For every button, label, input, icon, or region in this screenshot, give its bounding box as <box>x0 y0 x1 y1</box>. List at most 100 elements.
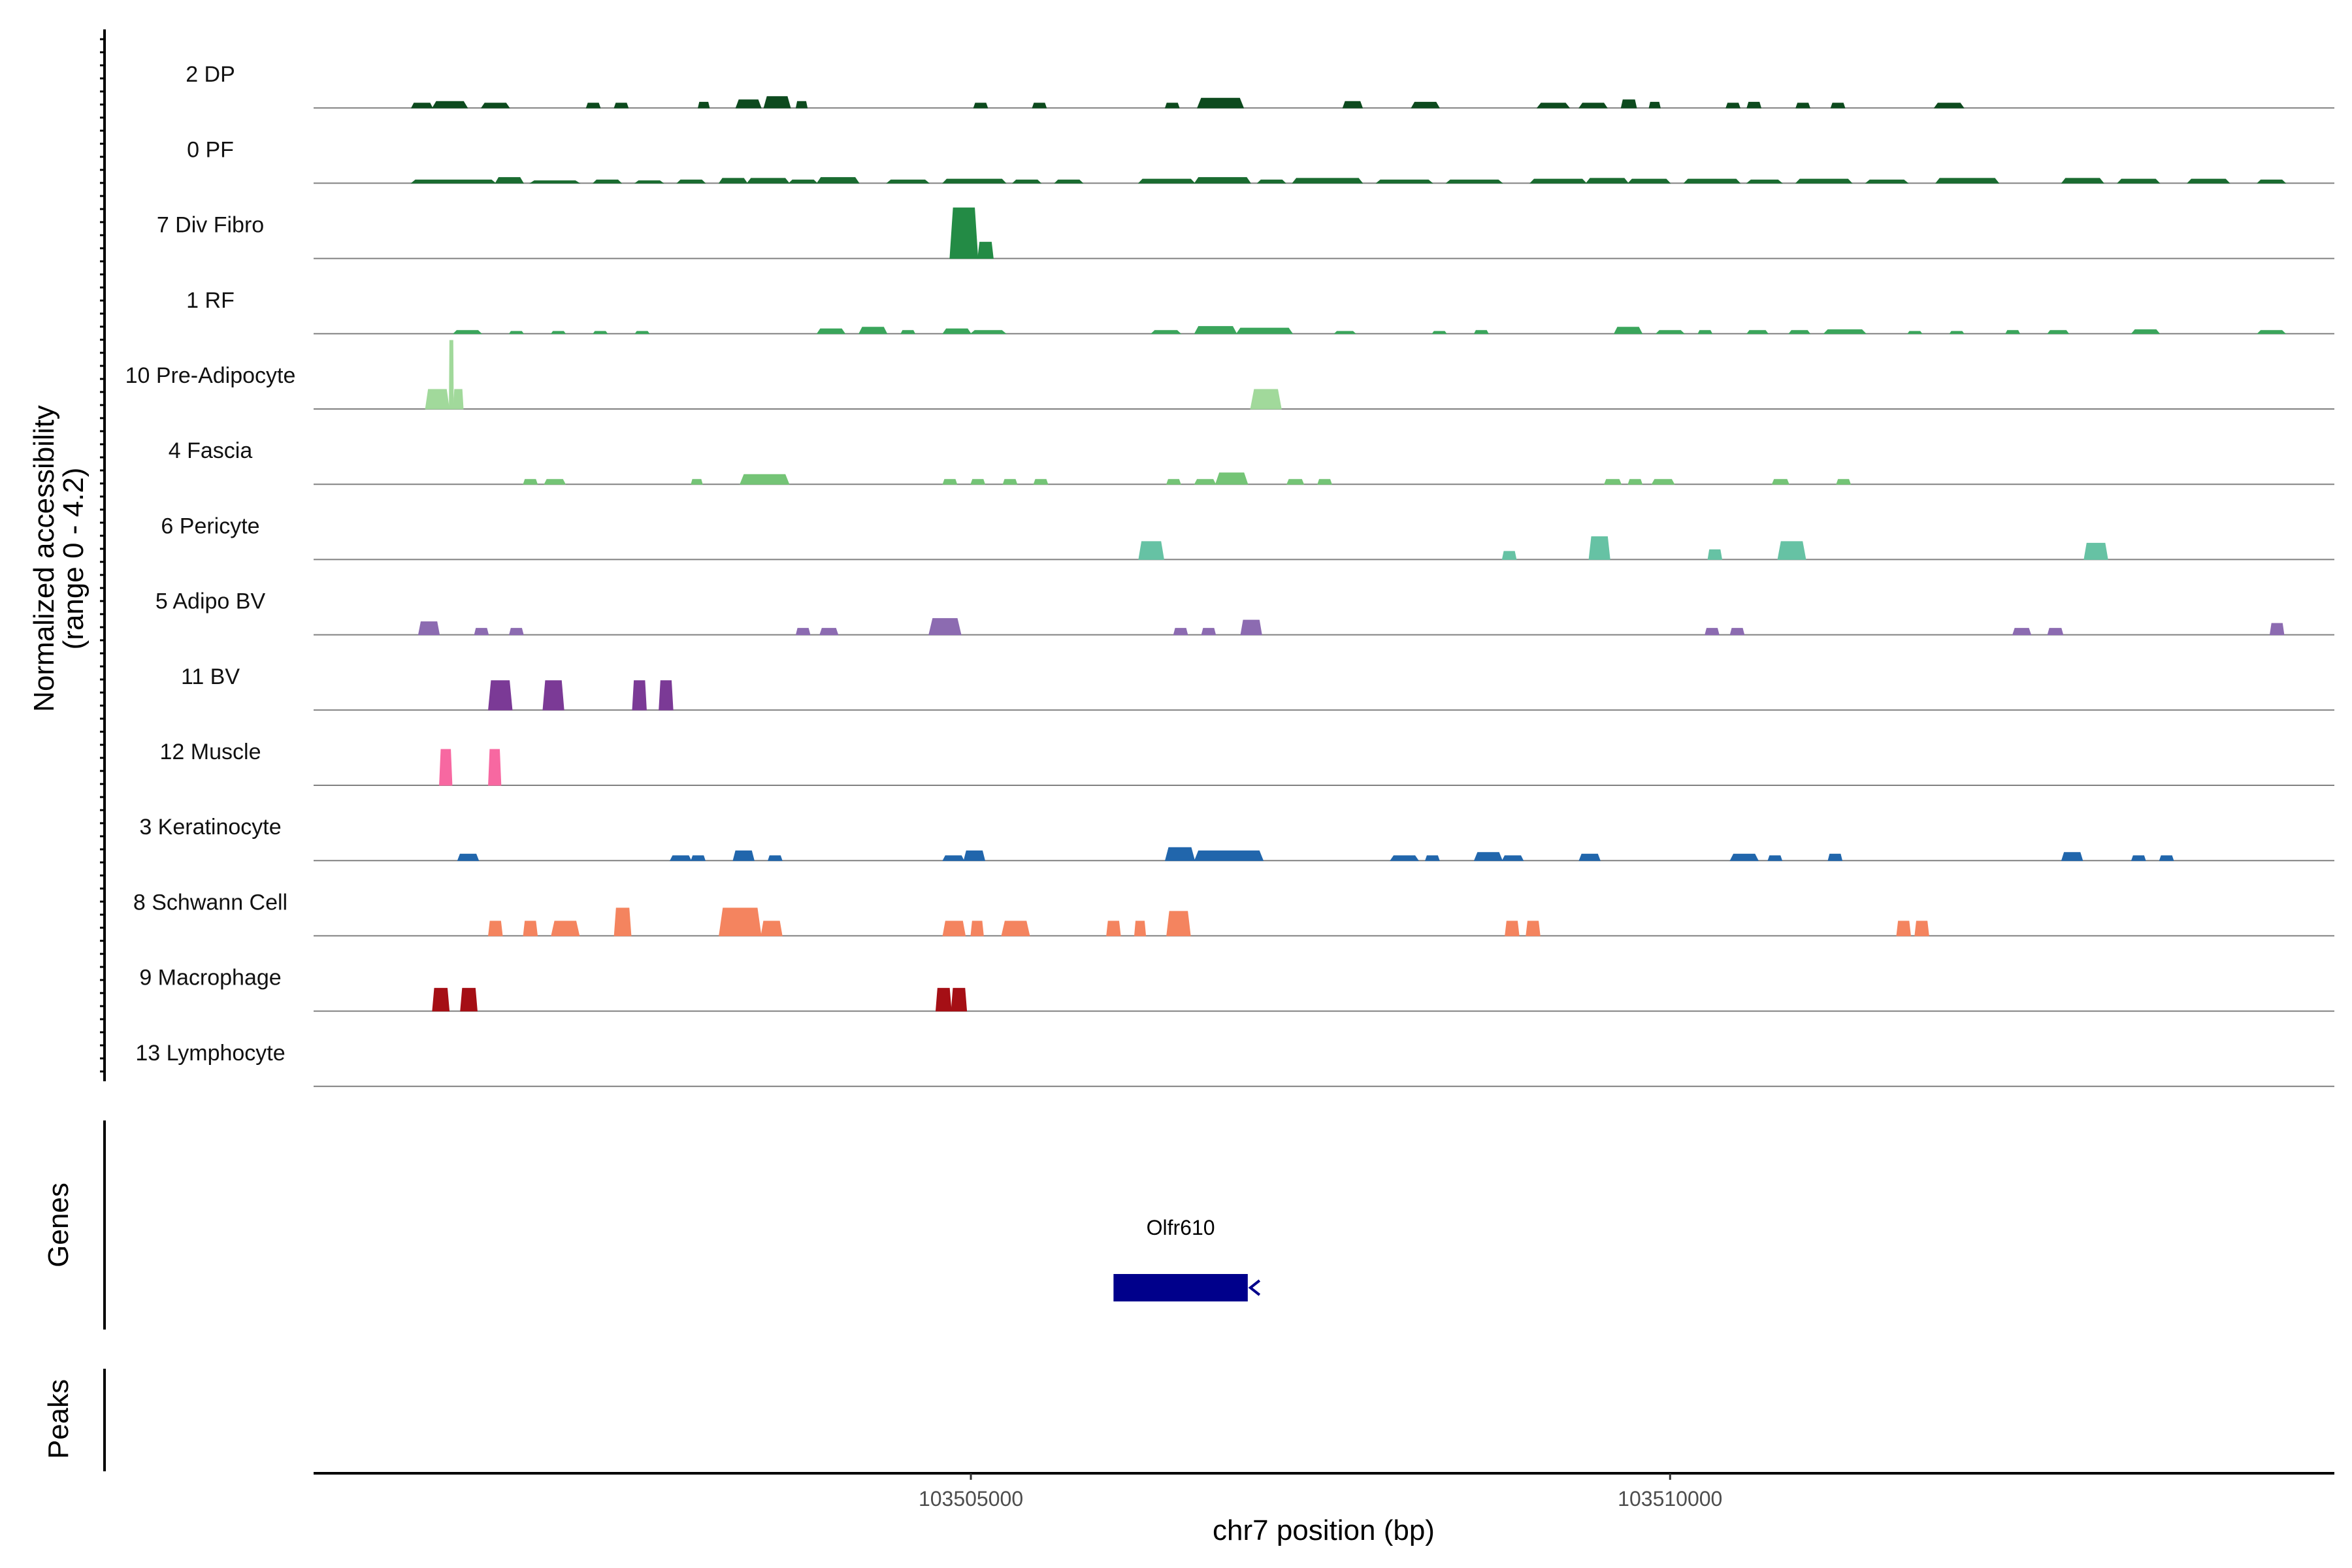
coverage-peak <box>410 103 433 108</box>
x-axis-title: chr7 position (bp) <box>1213 1514 1435 1546</box>
coverage-peak <box>691 855 706 861</box>
coverage-peak <box>1390 855 1419 861</box>
coverage-peak <box>1725 103 1741 108</box>
coverage-peak <box>1150 330 1182 335</box>
coverage-peak <box>1166 479 1181 485</box>
coverage-peak <box>1746 101 1762 108</box>
track-11: 3 Keratinocyte <box>139 815 2334 862</box>
coverage-peak <box>1526 921 1541 936</box>
track-label: 11 BV <box>181 664 240 689</box>
coverage-peak <box>488 680 513 711</box>
coverage-peak <box>480 103 510 108</box>
coverage-peak <box>900 330 916 335</box>
track-9: 11 BV <box>181 664 2334 711</box>
coverage-peak <box>1746 179 1783 184</box>
track-label: 12 Muscle <box>160 740 261 764</box>
coverage-peak <box>1683 178 1741 184</box>
coverage-peak <box>746 178 790 184</box>
coverage-peak <box>1729 628 1745 636</box>
coverage-peak <box>1054 179 1084 184</box>
coverage-peak <box>452 330 483 335</box>
track-3: 7 Div Fibro <box>157 207 2334 259</box>
coverage-peak <box>613 103 629 108</box>
coverage-peak <box>1935 178 2000 184</box>
coverage-peak <box>2257 330 2287 335</box>
coverage-peak <box>1424 855 1440 861</box>
coverage-peak <box>1134 921 1147 936</box>
track-1: 2 DP <box>186 62 2334 109</box>
coverage-peak <box>1235 327 1294 335</box>
coverage-peak <box>951 988 968 1012</box>
coverage-peak <box>1215 472 1249 485</box>
coverage-peak <box>942 479 958 485</box>
y-axis-title-line2: (range 0 - 4.2) <box>57 468 90 650</box>
coverage-peak <box>1795 178 1853 184</box>
coverage-peak <box>1578 103 1608 108</box>
coverage-peak <box>763 96 791 108</box>
coverage-peak <box>691 479 703 485</box>
coverage-peak <box>1603 479 1622 485</box>
coverage-peak <box>1697 330 1713 335</box>
coverage-peak <box>634 331 650 335</box>
coverage-peak <box>488 749 502 786</box>
coverage-peak <box>495 177 524 184</box>
track-label: 9 Macrophage <box>139 966 281 990</box>
coverage-tracks: 2 DP 0 PF 7 Div Fibro 1 RF 10 Pre-Adipocyte 4… <box>125 62 2334 1087</box>
coverage-peak <box>550 331 566 335</box>
track-7: 6 Pericyte <box>161 514 2334 561</box>
coverage-peak <box>1411 101 1440 108</box>
coverage-peak <box>1788 330 1811 335</box>
coverage-peak <box>488 921 503 936</box>
track-label: 4 Fascia <box>169 438 253 463</box>
coverage-peak <box>977 242 994 259</box>
coverage-peak <box>425 389 450 410</box>
coverage-peak <box>697 101 710 108</box>
coverage-peak <box>942 921 966 936</box>
y-axis-title-line1: Normalized accessibility <box>28 405 60 711</box>
coverage-peak <box>1578 853 1601 861</box>
coverage-peak <box>1501 855 1524 861</box>
track-4: 1 RF <box>186 288 2334 335</box>
coverage-peak <box>788 179 818 184</box>
coverage-peak <box>632 680 647 711</box>
coverage-peak <box>2012 628 2032 636</box>
coverage-peak <box>718 178 748 184</box>
coverage-peak <box>508 331 525 335</box>
track-6: 4 Fascia <box>169 438 2334 485</box>
coverage-peak <box>551 921 580 936</box>
coverage-peak <box>669 855 692 861</box>
coverage-peak <box>417 621 440 636</box>
coverage-peak <box>1655 330 1685 335</box>
coverage-peak <box>1194 479 1217 485</box>
coverage-peak <box>1431 331 1447 335</box>
coverage-peak <box>2047 330 2070 335</box>
coverage-peak <box>410 179 497 184</box>
coverage-peak <box>2061 852 2083 861</box>
track-8: 5 Adipo BV <box>155 589 2334 636</box>
track-label: 13 Lymphocyte <box>135 1041 285 1066</box>
coverage-peak <box>795 628 811 636</box>
coverage-peak <box>1002 479 1018 485</box>
coverage-peak <box>634 180 664 184</box>
coverage-peak <box>816 177 860 184</box>
coverage-peak <box>460 988 478 1012</box>
coverage-peak <box>585 103 601 108</box>
coverage-peak <box>2257 179 2287 184</box>
coverage-peak <box>1473 330 1489 335</box>
coverage-peak <box>1767 855 1783 861</box>
track-12: 8 Schwann Cell <box>133 890 2334 937</box>
coverage-peak <box>1164 103 1180 108</box>
coverage-peak <box>2131 329 2161 335</box>
coverage-peak <box>523 921 538 936</box>
coverage-peak <box>1106 921 1121 936</box>
coverage-peak <box>970 921 984 936</box>
coverage-peak <box>1707 549 1723 560</box>
coverage-peak <box>886 179 930 184</box>
x-tick-label: 103505000 <box>919 1487 1023 1511</box>
coverage-peak <box>1896 921 1911 936</box>
coverage-peak <box>432 988 450 1012</box>
coverage-peak <box>1746 330 1769 335</box>
coverage-peak <box>760 921 783 936</box>
y-axis-ticks <box>100 38 105 1073</box>
coverage-peak <box>449 340 454 410</box>
